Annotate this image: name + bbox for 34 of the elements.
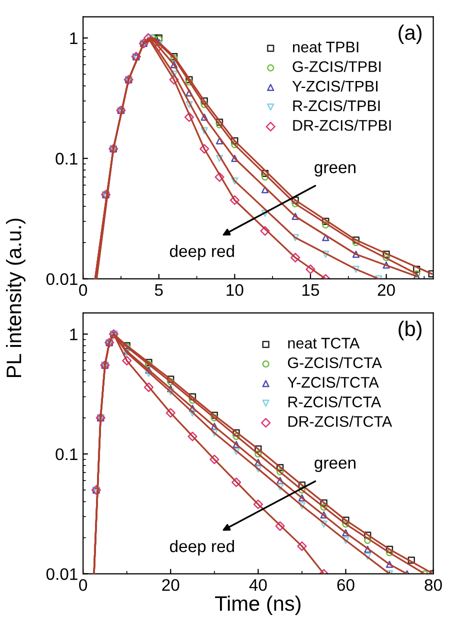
x-tick-label: 15 xyxy=(302,284,320,296)
y-tick-label: 1 xyxy=(70,32,78,44)
chart-title: (b) xyxy=(398,320,422,340)
legend-label: G-ZCIS/TPBI xyxy=(292,60,381,72)
y-tick-label: 0.01 xyxy=(46,568,78,580)
annotation: deep red xyxy=(170,540,234,556)
x-tick-label: 0 xyxy=(79,579,88,591)
legend-label: neat TCTA xyxy=(288,338,360,349)
x-tick-label: 10 xyxy=(226,284,244,296)
y-tick-label: 0.1 xyxy=(56,152,78,165)
chart-title: (a) xyxy=(398,24,422,44)
annotation: green xyxy=(314,164,356,177)
legend-label: neat TPBI xyxy=(293,42,358,52)
x-axis-title: Time (ns) xyxy=(215,596,300,615)
y-axis-title: PL intensity (a.u.) xyxy=(6,218,26,378)
legend-label: R-ZCIS/TCTA xyxy=(288,396,382,408)
x-tick-label: 80 xyxy=(424,579,442,591)
y-tick-label: 0.01 xyxy=(46,273,78,286)
y-tick-label: 1 xyxy=(70,328,78,340)
legend-label: Y-ZCIS/TCTA xyxy=(288,376,379,388)
annotation: green xyxy=(314,460,356,472)
legend-label: R-ZCIS/TPBI xyxy=(293,100,380,112)
x-tick-label: 60 xyxy=(337,579,354,591)
legend-label: DR-ZCIS/TPBI xyxy=(293,120,391,131)
x-tick-label: 5 xyxy=(154,284,163,296)
x-tick-label: 20 xyxy=(378,284,395,296)
x-tick-label: 0 xyxy=(79,284,88,296)
legend-label: G-ZCIS/TCTA xyxy=(288,356,382,368)
legend-label: DR-ZCIS/TCTA xyxy=(288,416,392,427)
annotation: deep red xyxy=(170,244,234,260)
x-tick-label: 20 xyxy=(162,579,180,591)
legend-label: Y-ZCIS/TPBI xyxy=(292,80,378,92)
x-tick-label: 40 xyxy=(249,579,267,591)
y-tick-label: 0.1 xyxy=(56,448,78,460)
